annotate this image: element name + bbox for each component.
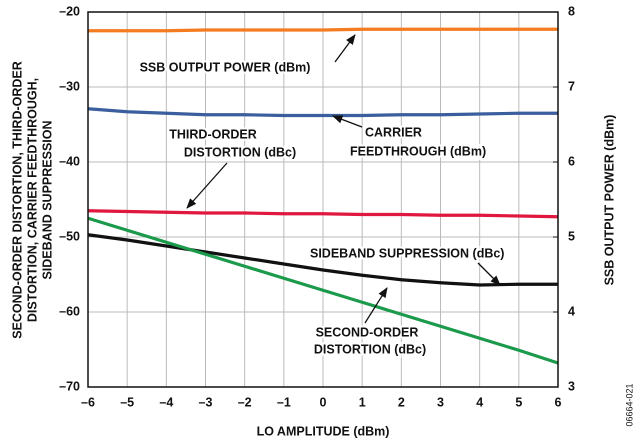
arrow	[332, 115, 363, 128]
arrow	[364, 287, 388, 324]
series-annotation: SSB OUTPUT POWER (dBm)	[140, 60, 311, 74]
series-annotation: DISTORTION (dBc)	[184, 145, 296, 159]
series-line	[87, 216, 559, 365]
x-tick-label: 3	[437, 395, 444, 409]
x-tick-label: –6	[81, 395, 95, 409]
lines	[87, 27, 559, 365]
series-line	[87, 107, 558, 118]
series-annotation: SECOND-ORDER	[316, 325, 419, 339]
x-tick-label: 1	[359, 395, 366, 409]
y2-tick-label: 8	[568, 4, 575, 18]
x-tick-label: –1	[277, 395, 291, 409]
y-tick-label: –60	[59, 304, 80, 318]
y2-tick-label: 3	[568, 379, 575, 393]
series-line	[88, 27, 558, 33]
x-tick-label: 2	[398, 395, 405, 409]
y-axis-label: DISTORTION, CARRIER FEEDTHROUGH,	[25, 78, 39, 322]
x-tick-label: 0	[320, 395, 327, 409]
arrow	[334, 34, 356, 63]
figure-id: 06664-021	[624, 383, 634, 426]
y-tick-label: –40	[59, 154, 80, 168]
x-axis-label: LO AMPLITUDE (dBm)	[257, 424, 390, 438]
series-annotation: THIRD-ORDER	[169, 127, 257, 141]
series-annotation: DISTORTION (dBc)	[314, 342, 426, 356]
y2-tick-label: 4	[568, 304, 575, 318]
annotations: SSB OUTPUT POWER (dBm) CARRIER FEEDTHROUGH…	[138, 58, 507, 358]
x-tick-label: –2	[238, 395, 252, 409]
x-tick-label: –4	[159, 395, 173, 409]
y-axis-label: SIDEBAND SUPPRESSION	[40, 120, 54, 279]
y-tick-label: –70	[59, 379, 80, 393]
x-tick-label: 4	[476, 395, 483, 409]
arrow	[477, 262, 501, 286]
series-annotation: CARRIER	[365, 125, 422, 139]
y-axis-label: SECOND-ORDER DISTORTION, THIRD-ORDER	[10, 61, 24, 339]
arrow	[186, 162, 228, 209]
y-tick-label: –30	[59, 79, 80, 93]
plot-frame	[87, 11, 559, 388]
y2-tick-label: 7	[568, 79, 575, 93]
y2-axis-label: SSB OUTPUT POWER (dBm)	[602, 115, 616, 286]
series-annotation: SIDEBAND SUPPRESSION (dBc)	[310, 246, 504, 260]
y2-tick-label: 5	[568, 229, 575, 243]
y2-tick-label: 6	[568, 154, 575, 168]
x-tick-label: 6	[555, 395, 562, 409]
series-line	[87, 233, 558, 287]
series-line	[87, 209, 559, 219]
x-tick-label: –5	[120, 395, 134, 409]
y-tick-label: –50	[59, 229, 80, 243]
x-tick-label: –3	[199, 395, 213, 409]
x-tick-label: 5	[515, 395, 522, 409]
series-annotation: FEEDTHROUGH (dBm)	[350, 144, 486, 158]
y-tick-label: –20	[59, 4, 80, 18]
